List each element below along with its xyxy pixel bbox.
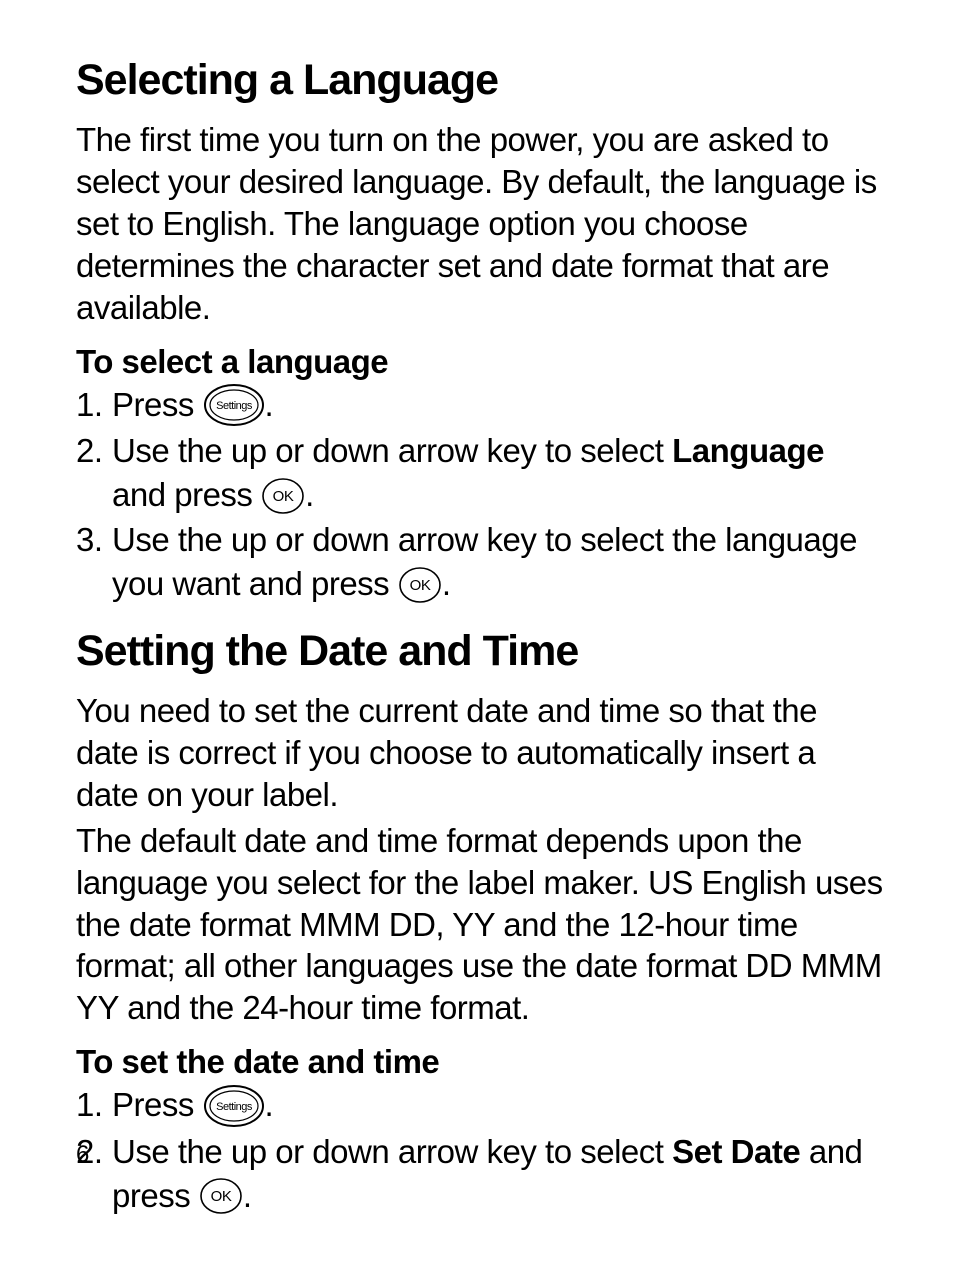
step-text: Press	[112, 1086, 203, 1123]
manual-page: Selecting a Language The first time you …	[0, 0, 954, 1279]
settings-button-icon: Settings	[203, 1084, 265, 1128]
step: 2.Use the up or down arrow key to select…	[112, 429, 884, 518]
steps-set-date-time: 1.Press Settings. 2.Use the up or down a…	[76, 1083, 884, 1218]
intro-date-time-p1: You need to set the current date and tim…	[76, 690, 884, 816]
step-text: Press	[112, 386, 203, 423]
heading-setting-date-time: Setting the Date and Time	[76, 627, 884, 676]
step-text: .	[442, 565, 451, 602]
svg-text:Settings: Settings	[216, 1101, 253, 1113]
page-number: 6	[76, 1141, 89, 1169]
intro-selecting-language: The first time you turn on the power, yo…	[76, 119, 884, 329]
step: 1.Press Settings.	[112, 383, 884, 429]
svg-text:Settings: Settings	[216, 400, 253, 412]
subhead-set-date-time: To set the date and time	[76, 1043, 884, 1081]
menu-option-set-date: Set Date	[672, 1133, 800, 1170]
settings-button-icon: Settings	[203, 383, 265, 427]
ok-button-icon: OK	[261, 477, 305, 515]
step-number: 2.	[76, 429, 112, 474]
intro-date-time-p2: The default date and time format depends…	[76, 820, 884, 1030]
heading-selecting-language: Selecting a Language	[76, 56, 884, 105]
step: 1.Press Settings.	[112, 1083, 884, 1129]
step-text: Use the up or down arrow key to select	[112, 1133, 672, 1170]
step-number: 1.	[76, 383, 112, 428]
ok-button-icon: OK	[398, 566, 442, 604]
svg-text:OK: OK	[410, 577, 431, 594]
ok-button-icon: OK	[199, 1177, 243, 1215]
step-text: .	[243, 1177, 252, 1214]
steps-select-language: 1.Press Settings. 2.Use the up or down a…	[76, 383, 884, 607]
step-text: Use the up or down arrow key to select	[112, 432, 672, 469]
step-text: and press	[112, 476, 261, 513]
svg-text:OK: OK	[273, 488, 294, 505]
svg-text:OK: OK	[211, 1188, 232, 1205]
step-text: .	[265, 1086, 274, 1123]
subhead-select-language: To select a language	[76, 343, 884, 381]
step-number: 1.	[76, 1083, 112, 1128]
step-number: 3.	[76, 518, 112, 563]
step-text: Use the up or down arrow key to select t…	[112, 521, 857, 603]
step: 2.Use the up or down arrow key to select…	[112, 1130, 884, 1219]
step-text: .	[265, 386, 274, 423]
menu-option-language: Language	[672, 432, 824, 469]
step: 3.Use the up or down arrow key to select…	[112, 518, 884, 607]
step-text: .	[305, 476, 314, 513]
